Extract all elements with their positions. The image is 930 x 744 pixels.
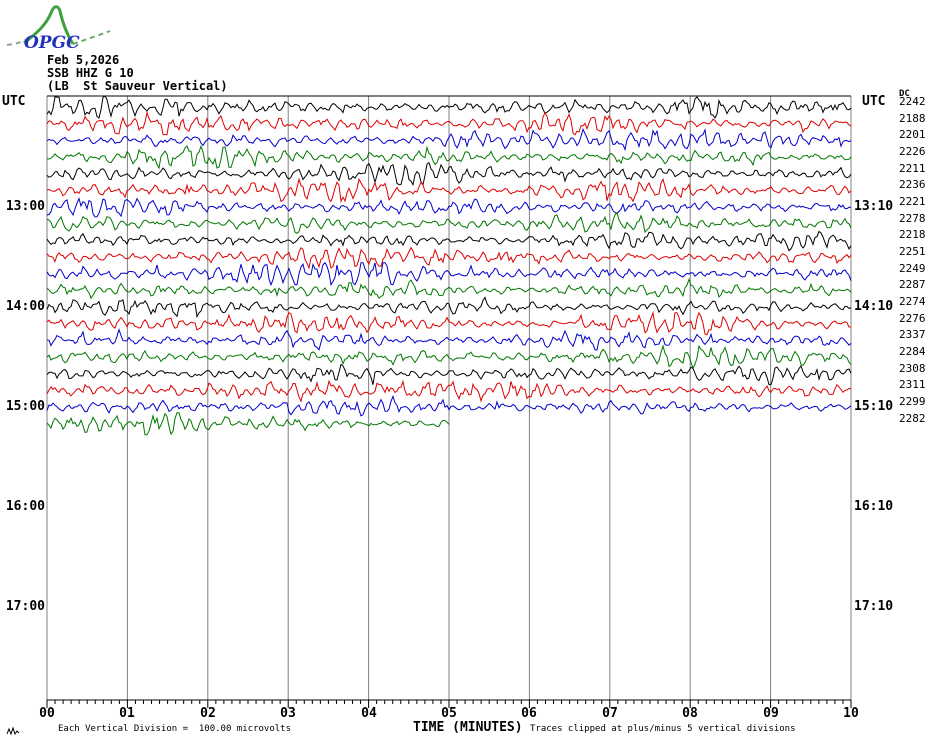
seismic-trace-row bbox=[46, 412, 450, 436]
x-tick-label: 05 bbox=[441, 706, 457, 721]
opgc-logo: OPGC bbox=[6, 5, 111, 53]
header-channel: SSB HHZ G 10 bbox=[47, 66, 134, 80]
x-tick-label: 07 bbox=[602, 706, 618, 721]
dc-value: 2278 bbox=[899, 212, 926, 225]
right-hour-label: 14:10 bbox=[854, 299, 894, 314]
dc-value: 2242 bbox=[899, 95, 926, 108]
right-hour-label: 13:10 bbox=[854, 199, 894, 214]
utc-label-right: UTC bbox=[862, 94, 886, 109]
scale-note: Each Vertical Division = 100.00 microvol… bbox=[58, 724, 291, 734]
seismic-trace-row bbox=[46, 110, 852, 136]
dc-value: 2282 bbox=[899, 412, 926, 425]
dc-value: 2236 bbox=[899, 178, 926, 191]
clip-note: Traces clipped at plus/minus 5 vertical … bbox=[530, 724, 796, 734]
x-axis-title: TIME (MINUTES) bbox=[413, 720, 523, 735]
seismic-trace-row bbox=[46, 95, 852, 119]
dc-value: 2284 bbox=[899, 345, 926, 358]
dc-value: 2287 bbox=[899, 278, 926, 291]
seismic-trace-row bbox=[46, 246, 852, 270]
logo-right-dash bbox=[72, 30, 111, 45]
dc-value: 2218 bbox=[899, 228, 926, 241]
header-date: Feb 5,2026 bbox=[47, 53, 120, 67]
x-tick-label: 03 bbox=[280, 706, 296, 721]
x-tick-label: 01 bbox=[119, 706, 135, 721]
seismic-trace-row bbox=[46, 144, 852, 170]
x-tick-label: 04 bbox=[361, 706, 377, 721]
seismic-trace-row bbox=[46, 230, 852, 252]
seismic-trace-row bbox=[46, 261, 852, 287]
x-tick-label: 06 bbox=[521, 706, 537, 721]
seismic-trace-row bbox=[46, 277, 852, 300]
right-hour-label: 15:10 bbox=[854, 399, 894, 414]
dc-value: 2337 bbox=[899, 328, 926, 341]
seismic-trace-row bbox=[46, 211, 852, 234]
left-hour-label: 15:00 bbox=[5, 399, 45, 414]
seismic-trace-row bbox=[46, 127, 852, 152]
seismic-trace-row bbox=[46, 196, 852, 218]
left-hour-label: 14:00 bbox=[5, 299, 45, 314]
x-tick-label: 09 bbox=[763, 706, 779, 721]
seismic-trace-row bbox=[46, 394, 852, 417]
seismic-trace-row bbox=[46, 363, 852, 386]
x-tick-label: 00 bbox=[39, 706, 55, 721]
seismic-trace-row bbox=[46, 344, 852, 370]
dc-value: 2308 bbox=[899, 362, 926, 375]
logo-text: OPGC bbox=[24, 33, 80, 53]
dc-value: 2311 bbox=[899, 378, 926, 391]
dc-value: 2201 bbox=[899, 128, 926, 141]
dc-value: 2274 bbox=[899, 295, 926, 308]
dc-value: 2249 bbox=[899, 262, 926, 275]
x-tick-label: 08 bbox=[682, 706, 698, 721]
seismic-trace-row bbox=[46, 161, 852, 187]
seismic-trace-row bbox=[46, 311, 852, 336]
utc-label-left: UTC bbox=[2, 94, 26, 109]
seismic-trace-row bbox=[46, 327, 852, 351]
x-tick-label: 02 bbox=[200, 706, 216, 721]
dc-value: 2276 bbox=[899, 312, 926, 325]
right-hour-label: 16:10 bbox=[854, 499, 894, 514]
logo-mountain-curve bbox=[23, 5, 75, 45]
left-hour-label: 17:00 bbox=[5, 599, 45, 614]
right-hour-label: 17:10 bbox=[854, 599, 894, 614]
x-tick-label: 10 bbox=[843, 706, 859, 721]
dc-value: 2221 bbox=[899, 195, 926, 208]
dc-value: 2251 bbox=[899, 245, 926, 258]
left-hour-label: 16:00 bbox=[5, 499, 45, 514]
seismic-trace-row bbox=[46, 177, 852, 204]
dc-value: 2299 bbox=[899, 395, 926, 408]
dc-value: 2188 bbox=[899, 112, 926, 125]
dc-value: 2226 bbox=[899, 145, 926, 158]
seismic-trace-row bbox=[46, 379, 852, 403]
header-station: (LB St Sauveur Vertical) bbox=[47, 79, 228, 93]
tiny-waveform-mark bbox=[6, 726, 20, 736]
seismic-trace-row bbox=[46, 296, 852, 319]
dc-column-label: DC bbox=[899, 89, 910, 99]
dc-value: 2211 bbox=[899, 162, 926, 175]
left-hour-label: 13:00 bbox=[5, 199, 45, 214]
